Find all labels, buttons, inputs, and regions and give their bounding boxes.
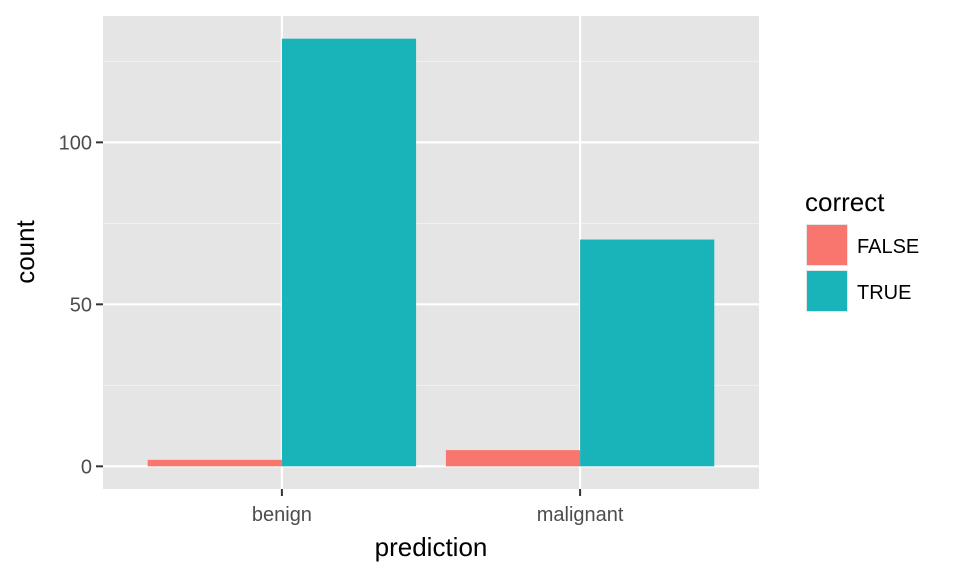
y-tick-label: 100 [59,132,92,154]
y-axis: 0 50 100 [59,132,103,478]
bar-true-benign [281,38,417,467]
y-axis-title: count [10,219,40,283]
x-tick-label: benign [252,504,312,526]
legend: correct FALSE TRUE [805,187,919,312]
legend-title: correct [805,187,885,217]
x-axis: benign malignant [252,489,624,526]
legend-label: TRUE [857,282,911,304]
bar-false-benign [147,459,282,467]
legend-swatch [807,271,847,311]
bars [147,38,715,467]
x-tick-label: malignant [537,504,624,526]
legend-label: FALSE [857,236,919,258]
y-tick-label: 50 [70,294,92,316]
bar-true-malignant [580,239,715,467]
bar-false-malignant [445,450,581,467]
y-tick-label: 0 [81,456,92,478]
x-axis-title: prediction [375,532,488,562]
legend-swatch [807,225,847,265]
